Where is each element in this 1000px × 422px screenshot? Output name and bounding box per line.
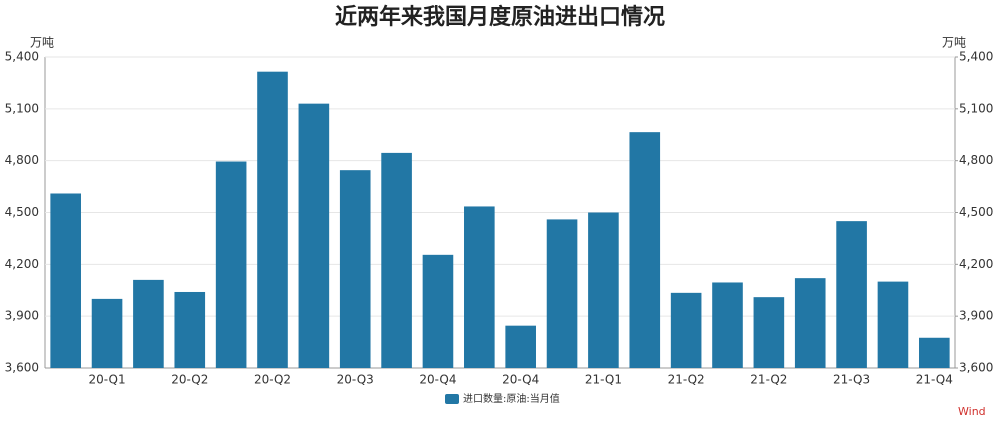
bar — [836, 221, 867, 368]
bar — [919, 337, 950, 368]
y2-tick-label: 5,100 — [959, 101, 993, 115]
bar — [712, 282, 743, 368]
x-tick-label: 21-Q1 — [585, 373, 622, 387]
x-tick-label: 21-Q2 — [668, 373, 705, 387]
chart-title: 近两年来我国月度原油进出口情况 — [335, 4, 665, 30]
y2-tick-label: 4,200 — [959, 257, 993, 271]
x-tick-label: 21-Q4 — [916, 373, 953, 387]
y-tick-label: 4,800 — [5, 153, 39, 167]
bar — [422, 254, 454, 368]
bar — [50, 193, 81, 368]
bar — [588, 212, 619, 368]
y-tick-label: 5,400 — [5, 50, 39, 64]
y2-tick-label: 3,600 — [959, 361, 993, 375]
y2-tick-label: 5,400 — [959, 50, 993, 64]
x-tick-label: 20-Q2 — [254, 373, 291, 387]
y2-tick-label: 4,800 — [959, 153, 993, 167]
source: Wind — [958, 405, 986, 418]
x-tick-label: 20-Q2 — [171, 373, 208, 387]
x-tick-label: 20-Q4 — [419, 373, 456, 387]
x-tick-label: 20-Q4 — [502, 373, 539, 387]
bar — [753, 297, 785, 368]
legend-swatch — [445, 394, 459, 404]
y2-axis-unit: 万吨 — [942, 36, 966, 50]
y-tick-label: 4,500 — [5, 205, 39, 219]
bar — [215, 161, 247, 368]
bar — [298, 103, 330, 369]
bar — [794, 278, 826, 368]
y2-tick-label: 3,900 — [959, 309, 993, 323]
bar — [670, 292, 702, 368]
y-tick-label: 3,600 — [5, 361, 39, 375]
bar — [174, 291, 206, 368]
x-tick-label: 21-Q2 — [750, 373, 787, 387]
y2-tick-label: 4,500 — [959, 205, 993, 219]
bar — [877, 281, 909, 368]
bar — [133, 279, 164, 368]
y-tick-label: 5,100 — [5, 101, 39, 115]
bar — [629, 132, 661, 368]
y-axis-unit: 万吨 — [30, 36, 54, 50]
bar — [381, 152, 412, 368]
y-tick-label: 3,900 — [5, 309, 39, 323]
bar — [339, 170, 371, 368]
bar — [546, 219, 578, 368]
x-tick-label: 21-Q3 — [833, 373, 870, 387]
x-tick-label: 20-Q3 — [337, 373, 374, 387]
bar — [505, 325, 536, 368]
bar — [91, 298, 123, 368]
x-tick-label: 20-Q1 — [88, 373, 125, 387]
bar — [464, 206, 495, 368]
bar — [257, 71, 288, 369]
legend-label: 进口数量:原油:当月值 — [463, 392, 560, 405]
y-tick-label: 4,200 — [5, 257, 39, 271]
